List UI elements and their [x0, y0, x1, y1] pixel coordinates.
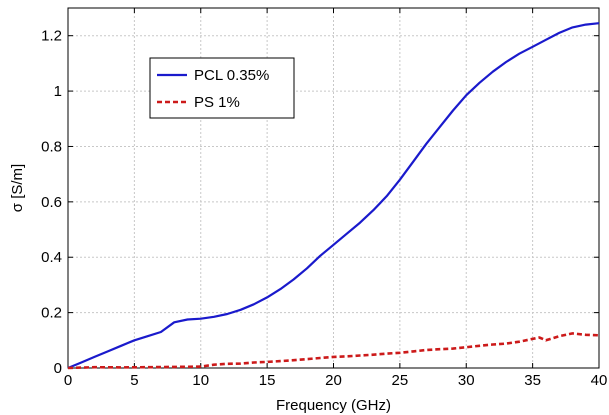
- x-tick-label: 40: [591, 372, 608, 389]
- series-line-ps: [67, 332, 600, 370]
- x-axis-label: Frequency (GHz): [276, 397, 391, 414]
- grid: [68, 8, 599, 368]
- y-tick-label: 0.4: [41, 249, 62, 266]
- legend: PCL 0.35% PS 1%: [149, 57, 295, 119]
- legend-label-ps: PS 1%: [194, 94, 240, 111]
- y-axis-label: σ [S/m]: [9, 164, 26, 212]
- x-tick-label: 5: [130, 372, 138, 389]
- y-tick-label: 0.6: [41, 194, 62, 211]
- legend-box: [149, 57, 295, 119]
- series: [67, 22, 600, 370]
- x-tick-label: 0: [64, 372, 72, 389]
- y-tick-label: 0.2: [41, 305, 62, 322]
- y-tick-label: 1.2: [41, 28, 62, 45]
- ticks: 0 5 10 15 20 25 30 35 40 0 0.2 0.4 0.6 0.8 1 1.2: [41, 8, 607, 389]
- x-tick-label: 10: [192, 372, 209, 389]
- y-tick-label: 1: [54, 83, 62, 100]
- y-tick-label: 0: [54, 360, 62, 377]
- y-tick-label: 0.8: [41, 138, 62, 155]
- legend-label-pcl: PCL 0.35%: [194, 67, 269, 84]
- x-tick-label: 30: [458, 372, 475, 389]
- x-tick-label: 20: [325, 372, 342, 389]
- x-tick-label: 15: [259, 372, 276, 389]
- x-tick-label: 25: [392, 372, 409, 389]
- x-tick-label: 35: [524, 372, 541, 389]
- series-line-pcl: [67, 22, 600, 370]
